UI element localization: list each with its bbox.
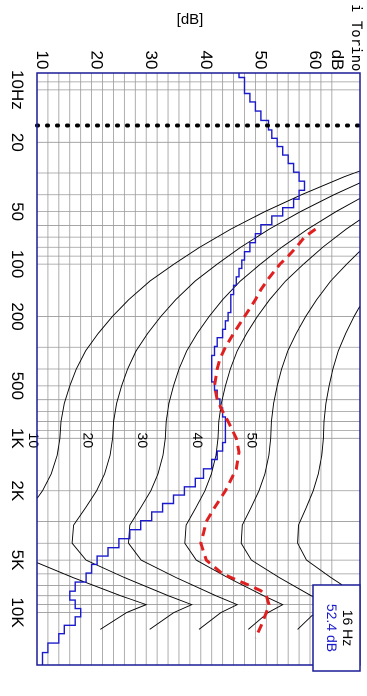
frequency-tick-label: 5K xyxy=(8,550,27,571)
db-tick-label: 10 xyxy=(33,51,52,70)
db-tick-label: 50 xyxy=(251,51,270,70)
db-tick-label: 20 xyxy=(88,51,107,70)
db-tick-label: 40 xyxy=(197,51,216,70)
curve-label: 20 xyxy=(81,433,97,449)
curve-label: 30 xyxy=(135,433,151,449)
frequency-tick-label: 100 xyxy=(8,250,27,278)
y-axis-title: [dB] xyxy=(177,11,204,28)
db-tick-label: 60 xyxy=(306,51,325,70)
curve-label: 50 xyxy=(244,433,260,449)
db-unit-label: dB xyxy=(328,50,347,71)
frequency-tick-label: 500 xyxy=(8,372,27,400)
curve-label: 40 xyxy=(190,433,206,449)
frequency-tick-label: 50 xyxy=(8,202,27,221)
frequency-tick-label: 1K xyxy=(8,428,27,449)
frequency-tick-label: 2K xyxy=(8,480,27,501)
curve-label: 10 xyxy=(26,433,42,449)
frequency-tick-labels: 10Hz 20 50 100 200 500 1K 2K 5K 10K xyxy=(8,70,27,628)
db-tick-label: 30 xyxy=(142,51,161,70)
db-tick-labels: 10 20 30 40 50 60 xyxy=(33,51,325,70)
frequency-tick-label: 10K xyxy=(8,597,27,628)
cursor-level-readout: 52.4 dB xyxy=(324,604,340,652)
cursor-frequency-readout: 16 Hz xyxy=(340,610,356,647)
header-text: i Torino xyxy=(348,4,364,71)
frequency-tick-label: 10Hz xyxy=(8,70,27,110)
frequency-tick-label: 200 xyxy=(8,302,27,330)
frequency-tick-label: 20 xyxy=(8,133,27,152)
